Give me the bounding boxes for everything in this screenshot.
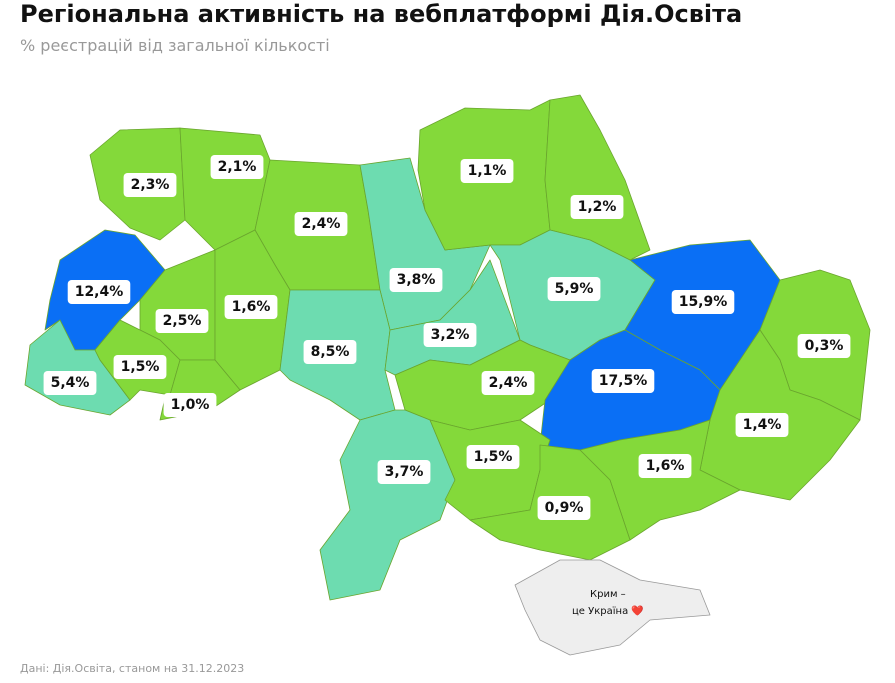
label-box [389, 268, 443, 292]
region-label: 15,9% [679, 294, 728, 310]
region-label: 5,4% [51, 375, 90, 391]
label-box [481, 371, 535, 395]
label-box [547, 277, 601, 301]
crimea-text: це Україна ❤️ [572, 605, 644, 617]
region-label: 1,4% [743, 417, 782, 433]
label-box [67, 280, 131, 304]
label-box [210, 155, 264, 179]
label-box [294, 212, 348, 236]
region-label: 8,5% [311, 344, 350, 360]
region [544, 94, 651, 261]
label-box [591, 369, 655, 393]
region-label: 1,5% [474, 449, 513, 465]
label-box [377, 460, 431, 484]
label-box [570, 195, 624, 219]
subtitle: % реєстрацій від загальної кількості [20, 36, 330, 55]
label-box [303, 340, 357, 364]
source: Дані: Дія.Освіта, станом на 31.12.2023 [20, 662, 245, 675]
region-label: 3,2% [431, 327, 470, 343]
label-box [155, 309, 209, 333]
region-label: 1,5% [121, 359, 160, 375]
label-box [537, 496, 591, 520]
region-label: 0,3% [805, 338, 844, 354]
label-box [797, 334, 851, 358]
title: Регіональна активність на вебплатформі Д… [20, 0, 743, 28]
region-label: 1,6% [646, 458, 685, 474]
region-label: 2,1% [218, 159, 257, 175]
region-label: 0,9% [545, 500, 584, 516]
region-label: 1,2% [578, 199, 617, 215]
region-label: 5,9% [555, 281, 594, 297]
region-label: 2,4% [489, 375, 528, 391]
region [319, 409, 456, 601]
region-label: 1,0% [171, 397, 210, 413]
region-label: 2,4% [302, 216, 341, 232]
label-box [638, 454, 692, 478]
label-box [671, 290, 735, 314]
label-box [224, 295, 278, 319]
label-box [113, 355, 167, 379]
crimea [514, 559, 711, 656]
label-box [735, 413, 789, 437]
region-label: 1,6% [232, 299, 271, 315]
region-label: 3,7% [385, 464, 424, 480]
crimea-text: Крим – [590, 589, 626, 600]
region-label: 17,5% [599, 373, 648, 389]
label-box [423, 323, 477, 347]
label-box [43, 371, 97, 395]
label-box [123, 173, 177, 197]
region-label: 1,1% [468, 163, 507, 179]
region-label: 2,3% [131, 177, 170, 193]
region-label: 2,5% [163, 313, 202, 329]
label-box [466, 445, 520, 469]
label-box [163, 393, 217, 417]
region-label: 3,8% [397, 272, 436, 288]
region-label: 12,4% [75, 284, 124, 300]
label-box [460, 159, 514, 183]
